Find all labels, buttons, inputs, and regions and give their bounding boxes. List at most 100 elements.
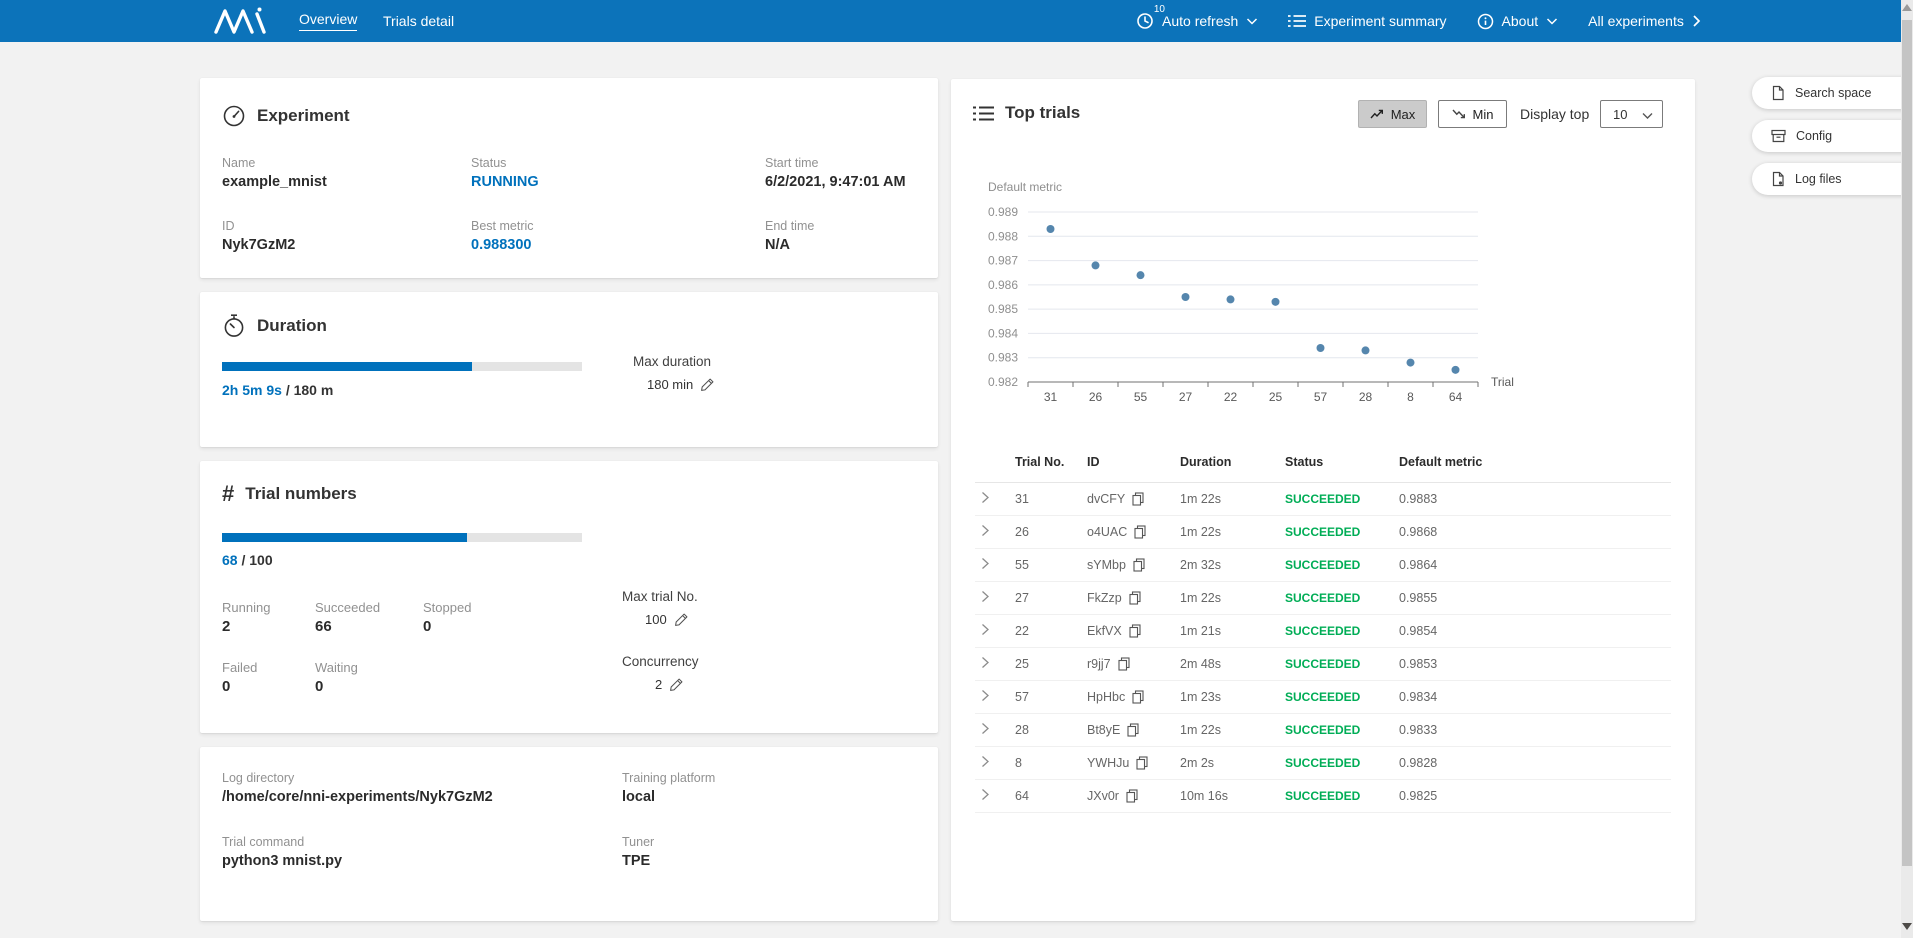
default-metric-chart: Default metric0.9890.9880.9870.9860.9850… [951,79,1695,424]
header-trial-no: Trial No. [1015,447,1087,483]
vertical-scrollbar[interactable] [1901,0,1913,938]
document-icon [1771,85,1785,101]
row-expander-icon[interactable] [975,588,996,605]
min-toggle-button[interactable]: Min [1438,100,1507,128]
cell-duration: 1m 23s [1180,681,1285,714]
table-row[interactable]: 64 JXv0r 10m 16s SUCCEEDED 0.9825 [975,780,1671,813]
row-expander-icon[interactable] [975,753,996,770]
stopwatch-icon [222,313,246,339]
table-row[interactable]: 26 o4UAC 1m 22s SUCCEEDED 0.9868 [975,516,1671,549]
svg-text:26: 26 [1089,390,1103,404]
cell-trial-no: 27 [1015,582,1087,615]
config-button[interactable]: Config [1752,120,1913,152]
cell-default-metric: 0.9825 [1399,780,1671,813]
cell-id: o4UAC [1087,516,1180,549]
svg-text:Trial: Trial [1491,375,1514,389]
copy-icon[interactable] [1132,690,1144,704]
table-row[interactable]: 31 dvCFY 1m 22s SUCCEEDED 0.9883 [975,483,1671,516]
cell-default-metric: 0.9883 [1399,483,1671,516]
field-label: Status [471,156,539,170]
cell-trial-no: 8 [1015,747,1087,780]
chevron-down-icon [1642,112,1653,120]
row-expander-icon[interactable] [975,555,996,572]
copy-icon[interactable] [1133,558,1145,572]
cell-id: r9jj7 [1087,648,1180,681]
copy-icon[interactable] [1134,525,1146,539]
row-expander-icon[interactable] [975,720,996,737]
duration-progress-text: 2h 5m 9s / 180 m [222,382,333,398]
field-label: Tuner [622,835,654,849]
copy-icon[interactable] [1132,492,1144,506]
row-expander-icon[interactable] [975,687,996,704]
svg-text:22: 22 [1224,390,1238,404]
cell-id: Bt8yE [1087,714,1180,747]
cell-duration: 1m 21s [1180,615,1285,648]
top-navigation-bar: Overview Trials detail 10 Auto refresh [0,0,1913,42]
all-experiments-link[interactable]: All experiments [1588,13,1701,29]
row-expander-icon[interactable] [975,522,996,539]
cell-duration: 10m 16s [1180,780,1285,813]
table-row[interactable]: 28 Bt8yE 1m 22s SUCCEEDED 0.9833 [975,714,1671,747]
experiment-panel-title: Experiment [257,106,350,126]
scroll-down-arrow-icon[interactable] [1902,923,1912,930]
cell-trial-no: 57 [1015,681,1087,714]
row-expander-icon[interactable] [975,786,996,803]
trial-command-value: python3 mnist.py [222,853,342,869]
all-experiments-label: All experiments [1588,13,1684,29]
table-row[interactable]: 22 EkfVX 1m 21s SUCCEEDED 0.9854 [975,615,1671,648]
search-space-label: Search space [1795,86,1871,100]
display-top-select[interactable]: 10 [1600,100,1663,128]
duration-panel-title: Duration [257,316,327,336]
table-row[interactable]: 8 YWHJu 2m 2s SUCCEEDED 0.9828 [975,747,1671,780]
search-space-button[interactable]: Search space [1752,77,1913,109]
table-header-row: Trial No. ID Duration Status Default met… [975,447,1671,483]
copy-icon[interactable] [1127,723,1139,737]
row-expander-icon[interactable] [975,621,996,638]
edit-pencil-icon[interactable] [669,677,684,692]
field-label: Name [222,156,327,170]
auto-refresh-interval-badge: 10 [1154,4,1165,15]
about-menu[interactable]: About [1477,13,1559,30]
cell-id: HpHbc [1087,681,1180,714]
edit-pencil-icon[interactable] [674,612,689,627]
field-label: Best metric [471,219,534,233]
copy-icon[interactable] [1136,756,1148,770]
max-button-label: Max [1391,107,1416,122]
row-expander-icon[interactable] [975,654,996,671]
field-label: Start time [765,156,906,170]
field-label: Training platform [622,771,715,785]
copy-icon[interactable] [1129,591,1141,605]
max-toggle-button[interactable]: Max [1358,100,1427,128]
scroll-up-arrow-icon[interactable] [1902,4,1912,11]
copy-icon[interactable] [1126,789,1138,803]
cell-default-metric: 0.9828 [1399,747,1671,780]
cell-duration: 2m 2s [1180,747,1285,780]
archive-box-icon [1771,129,1786,143]
nni-logo-icon[interactable] [212,7,270,35]
log-files-button[interactable]: Log files [1752,163,1913,195]
auto-refresh-label: Auto refresh [1162,13,1238,29]
cell-trial-no: 28 [1015,714,1087,747]
top-trials-panel-title: Top trials [1005,103,1080,123]
experiment-summary-button[interactable]: Experiment summary [1288,13,1446,29]
table-row[interactable]: 55 sYMbp 2m 32s SUCCEEDED 0.9864 [975,549,1671,582]
gauge-icon [222,104,246,128]
table-row[interactable]: 57 HpHbc 1m 23s SUCCEEDED 0.9834 [975,681,1671,714]
svg-text:0.987: 0.987 [988,254,1018,268]
table-row[interactable]: 25 r9jj7 2m 48s SUCCEEDED 0.9853 [975,648,1671,681]
cell-id: dvCFY [1087,483,1180,516]
about-label: About [1502,13,1539,29]
row-expander-icon[interactable] [975,489,996,506]
scrollbar-thumb[interactable] [1902,20,1912,866]
copy-icon[interactable] [1129,624,1141,638]
max-duration-value: 180 min [647,377,693,392]
tab-overview[interactable]: Overview [299,0,357,42]
list-icon [1288,14,1306,28]
edit-pencil-icon[interactable] [700,377,715,392]
svg-text:0.983: 0.983 [988,351,1018,365]
table-row[interactable]: 27 FkZzp 1m 22s SUCCEEDED 0.9855 [975,582,1671,615]
auto-refresh-menu[interactable]: 10 Auto refresh [1136,12,1258,30]
svg-text:27: 27 [1179,390,1193,404]
tab-trials-detail[interactable]: Trials detail [383,0,454,42]
copy-icon[interactable] [1118,657,1130,671]
